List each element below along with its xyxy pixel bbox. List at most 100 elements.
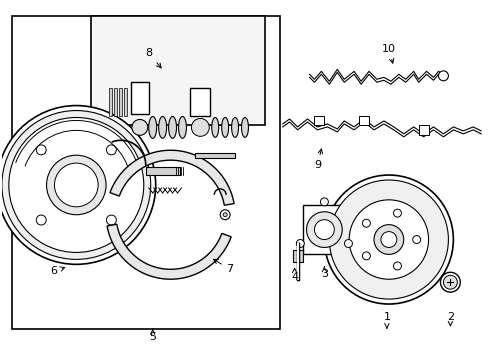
Bar [314,116,324,125]
Line: 2 pts: 2 pts [157,188,162,193]
Point [160,191,165,195]
Circle shape [443,275,456,289]
Bar [302,205,346,255]
Circle shape [373,225,403,255]
Line: 2 pts: 2 pts [173,188,177,193]
Point [178,173,184,177]
Point [165,186,171,190]
Bar [358,116,368,125]
Point [176,165,182,169]
Circle shape [393,262,401,270]
Circle shape [438,71,447,81]
Circle shape [344,239,352,247]
Circle shape [328,180,447,299]
Point [180,165,186,169]
Bar [292,251,302,262]
Ellipse shape [178,117,186,138]
Circle shape [9,117,143,252]
Point [160,191,165,195]
Circle shape [106,215,116,225]
Point [163,186,169,190]
Line: 2 pts: 2 pts [163,188,167,193]
Bar [91,16,264,125]
Line: 2 pts: 2 pts [148,188,152,193]
Polygon shape [110,150,234,205]
Line: 2 pts: 2 pts [168,188,172,193]
Text: 4: 4 [290,269,298,282]
Line: 2 pts: 2 pts [167,188,171,193]
Circle shape [362,252,369,260]
Point [164,191,170,195]
Line: 2 pts: 2 pts [177,188,181,193]
Point [155,186,161,190]
Circle shape [2,111,150,260]
Text: 7: 7 [213,260,233,274]
Text: 10: 10 [381,44,395,63]
Ellipse shape [148,117,156,138]
Bar [12,16,279,329]
Point [174,191,180,195]
Bar [109,88,112,116]
Circle shape [0,105,155,264]
Bar [123,88,127,116]
Point [164,191,170,195]
Circle shape [36,215,46,225]
Circle shape [393,209,401,217]
Bar [114,88,117,116]
Ellipse shape [211,117,218,137]
Circle shape [440,272,459,292]
Line: 2 pts: 2 pts [172,188,176,193]
Bar [131,82,148,113]
Point [172,173,178,177]
Point [176,173,182,177]
Circle shape [380,231,396,247]
Ellipse shape [241,117,248,137]
Text: 9: 9 [313,149,322,170]
Point [169,191,175,195]
Point [174,191,180,195]
Circle shape [296,239,304,247]
Bar [418,125,427,135]
Point [154,191,160,195]
Circle shape [412,235,420,243]
Point [161,186,166,190]
Circle shape [362,219,369,227]
Point [173,186,179,190]
Circle shape [36,145,46,155]
Text: 1: 1 [383,312,389,328]
Line: 2 pts: 2 pts [158,188,163,193]
Line: 2 pts: 2 pts [152,188,156,193]
Ellipse shape [221,117,228,137]
Circle shape [220,210,230,220]
Text: 2: 2 [446,312,453,326]
Point [149,191,155,195]
Circle shape [54,163,98,207]
Point [180,173,186,177]
Circle shape [46,155,106,215]
Point [150,186,156,190]
Circle shape [348,200,427,279]
Ellipse shape [168,117,176,138]
Text: 5: 5 [149,329,156,342]
Bar [195,153,235,158]
Point [178,165,184,169]
Circle shape [320,198,327,206]
Bar [145,167,180,175]
Bar [190,88,210,116]
Ellipse shape [158,117,166,138]
Point [145,186,151,190]
Point [178,186,184,190]
Circle shape [314,220,334,239]
Circle shape [191,118,209,136]
Circle shape [106,145,116,155]
Circle shape [223,213,226,217]
Point [172,165,178,169]
Circle shape [306,212,342,247]
Polygon shape [107,224,231,279]
Text: 8: 8 [145,48,161,68]
Point [149,191,155,195]
Text: 6: 6 [50,266,64,276]
Text: 3: 3 [320,266,327,279]
Point [170,186,176,190]
Ellipse shape [231,117,238,137]
